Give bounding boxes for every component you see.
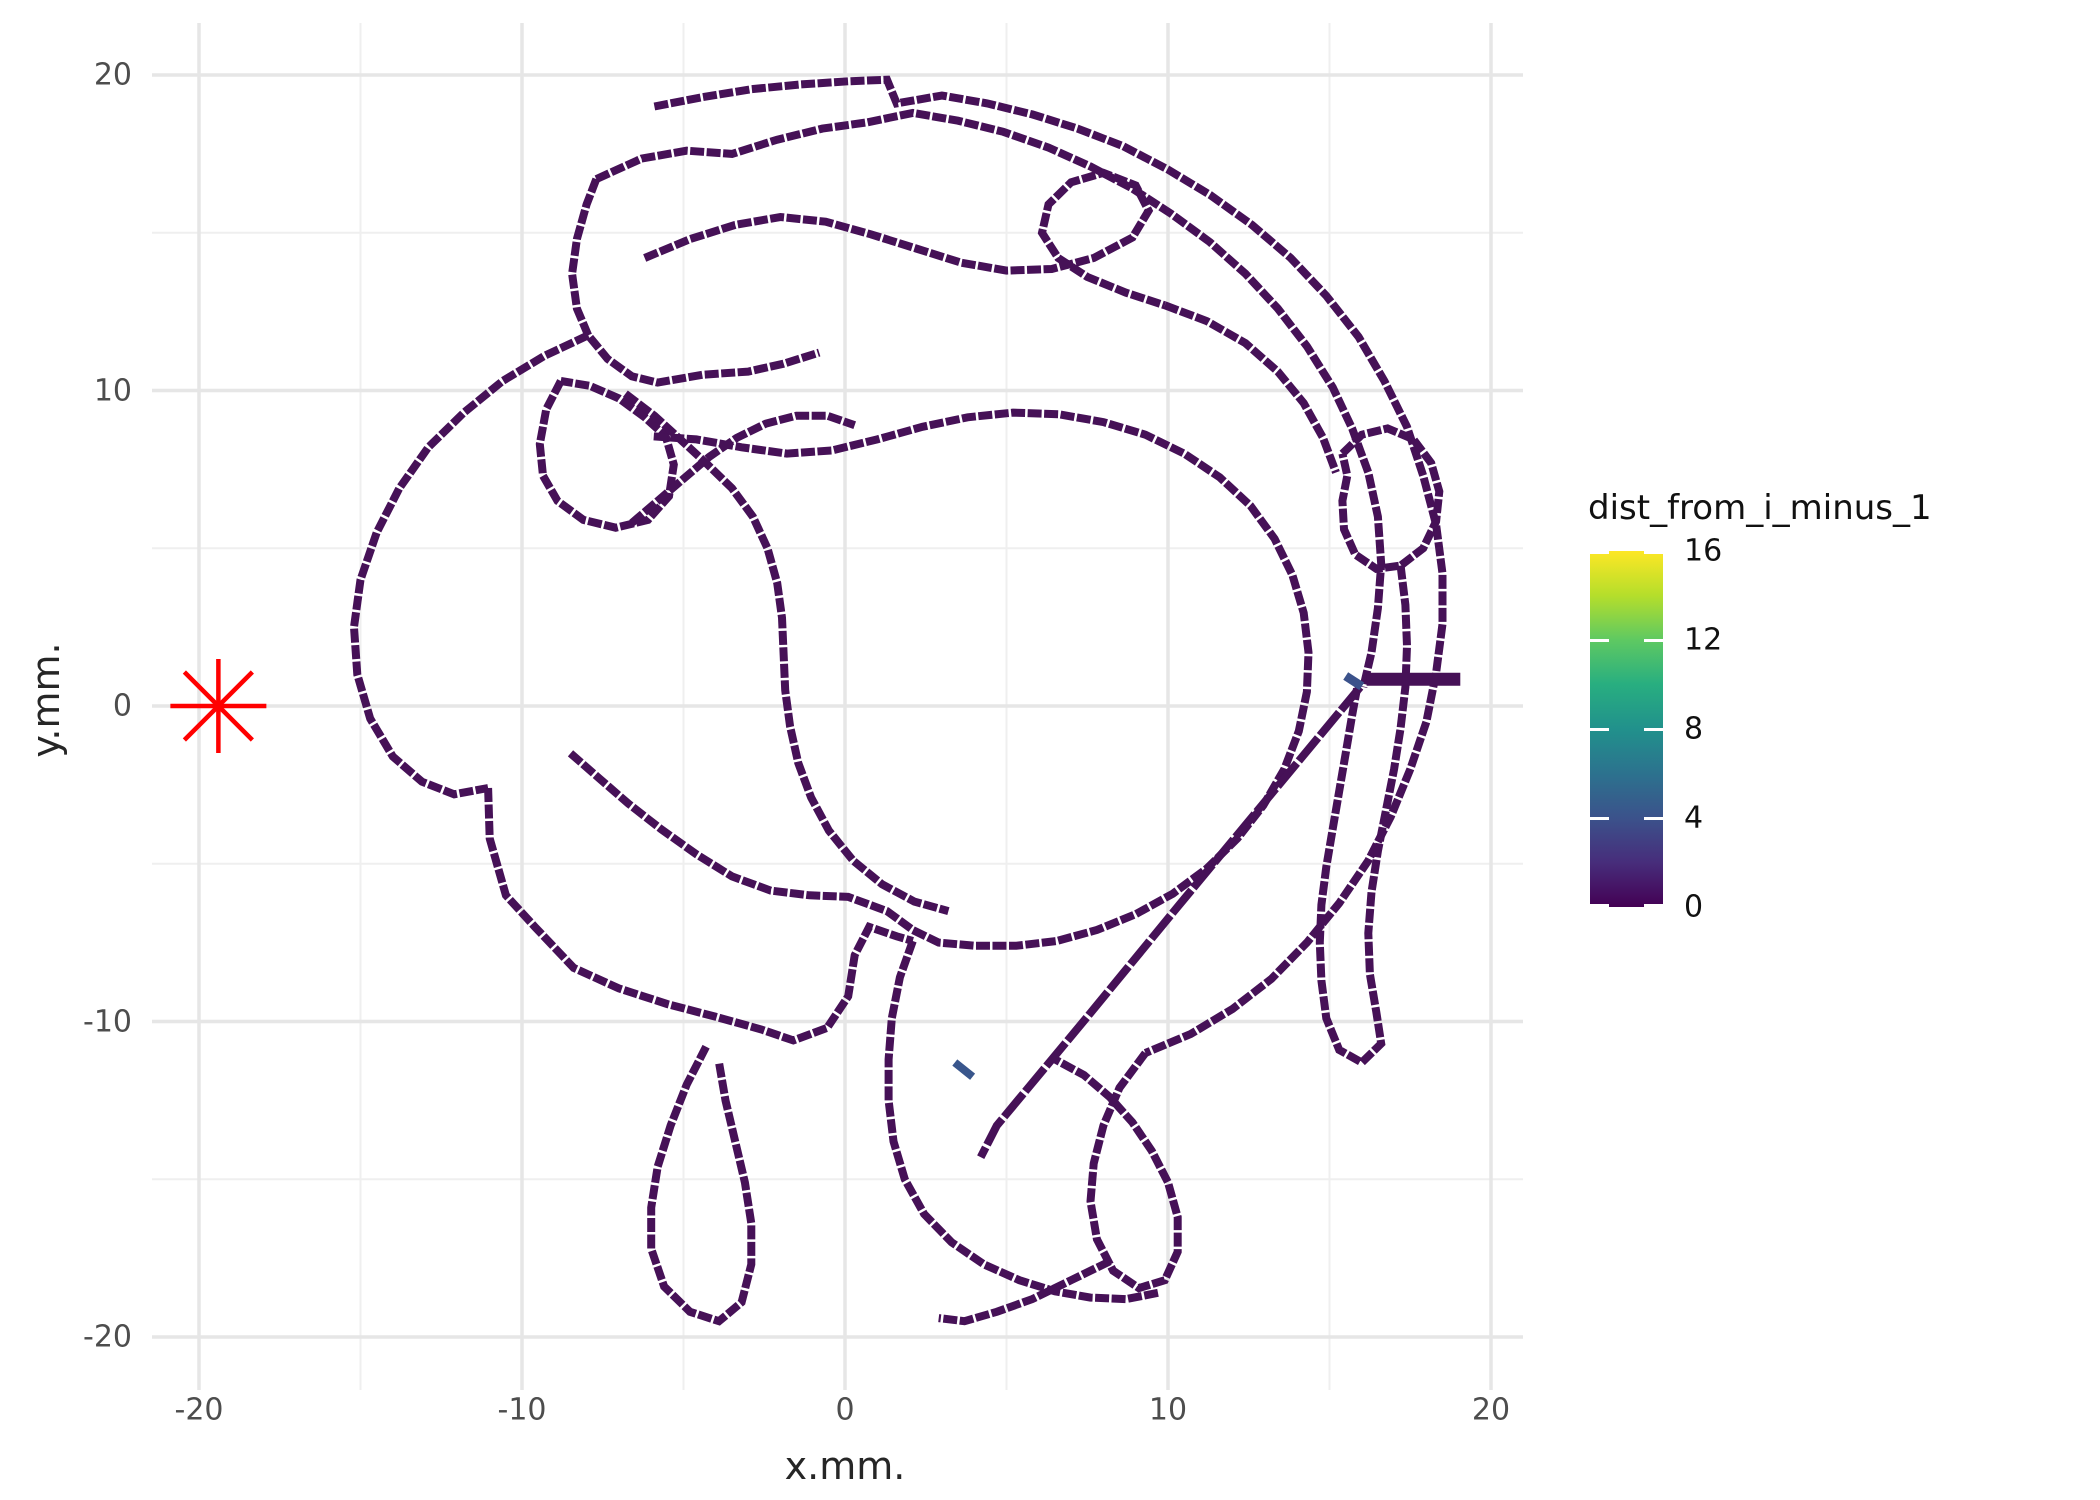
x-tick-label: 20 <box>1471 1392 1511 1428</box>
trajectory-path-middle-big-ring <box>567 408 1313 950</box>
trajectory-path-left-outer-arc <box>349 331 590 799</box>
trajectory-path-bottom-exit-stub <box>938 1257 1112 1326</box>
colorbar-tick-mark <box>1644 727 1663 731</box>
trajectory-path-left-small-loop <box>535 377 678 532</box>
x-tick-label: 10 <box>1148 1392 1188 1428</box>
x-axis-title: x.mm. <box>784 1444 906 1488</box>
colorbar-tick-label: 12 <box>1684 622 1723 658</box>
colorbar-tick-label: 16 <box>1684 533 1723 569</box>
colorbar-tick-label: 0 <box>1684 889 1704 925</box>
x-tick-label: 0 <box>835 1392 855 1428</box>
colorbar-tick-mark <box>1644 816 1663 820</box>
colorbar-tick-mark <box>1590 904 1609 907</box>
legend-title: dist_from_i_minus_1 <box>1588 488 1932 528</box>
reference-asterisk-ray <box>182 670 254 742</box>
colorbar-tick-mark <box>1590 727 1609 731</box>
trajectory-path-upper-tangle-loop <box>643 168 1167 310</box>
trajectory-path-cross-ascent <box>629 411 857 527</box>
trajectory-path-highlight-segment-lower <box>952 1059 976 1080</box>
x-tick-label: -10 <box>497 1392 547 1428</box>
y-tick-label: -10 <box>83 1004 132 1039</box>
trajectory-path-top-inner-rim <box>594 108 1386 689</box>
colorbar-tick-mark <box>1644 638 1663 642</box>
y-tick-label: 20 <box>93 57 132 93</box>
colorbar <box>1590 551 1663 907</box>
y-tick-label: -20 <box>83 1319 132 1355</box>
x-tick-label: -20 <box>174 1392 224 1428</box>
trajectory-path-upper-right-connector <box>1163 301 1340 474</box>
trajectory-path-left-bottom-sweep <box>484 787 914 1045</box>
trajectory-path-bottom-right-hook <box>1053 1050 1182 1293</box>
y-tick-label: 10 <box>93 373 132 408</box>
trajectory-path-straight-chord <box>977 684 1364 1160</box>
colorbar-tick-label: 8 <box>1684 711 1704 747</box>
trajectory-path-highlight-segment-right <box>1343 672 1365 691</box>
colorbar-tick-mark <box>1644 904 1663 907</box>
trajectory-path-upper-left-loop-stub <box>568 177 821 387</box>
colorbar-tick-mark <box>1644 551 1663 554</box>
colorbar-tick-mark <box>1590 551 1609 554</box>
colorbar-tick-mark <box>1590 816 1609 820</box>
y-tick-label: 0 <box>112 688 132 724</box>
trajectory-path-top-outer-rim <box>653 75 1447 1057</box>
trajectory-path-bottom-left-u <box>647 1044 756 1326</box>
trajectory-path-bottom-arc <box>884 939 1160 1304</box>
colorbar-tick-label: 4 <box>1684 800 1704 836</box>
trajectory-path-right-oval <box>1338 424 1444 573</box>
colorbar-tick-mark <box>1590 638 1609 642</box>
trajectory-path-right-descender <box>1315 565 1412 1068</box>
y-axis-title: y.mm. <box>24 642 68 758</box>
